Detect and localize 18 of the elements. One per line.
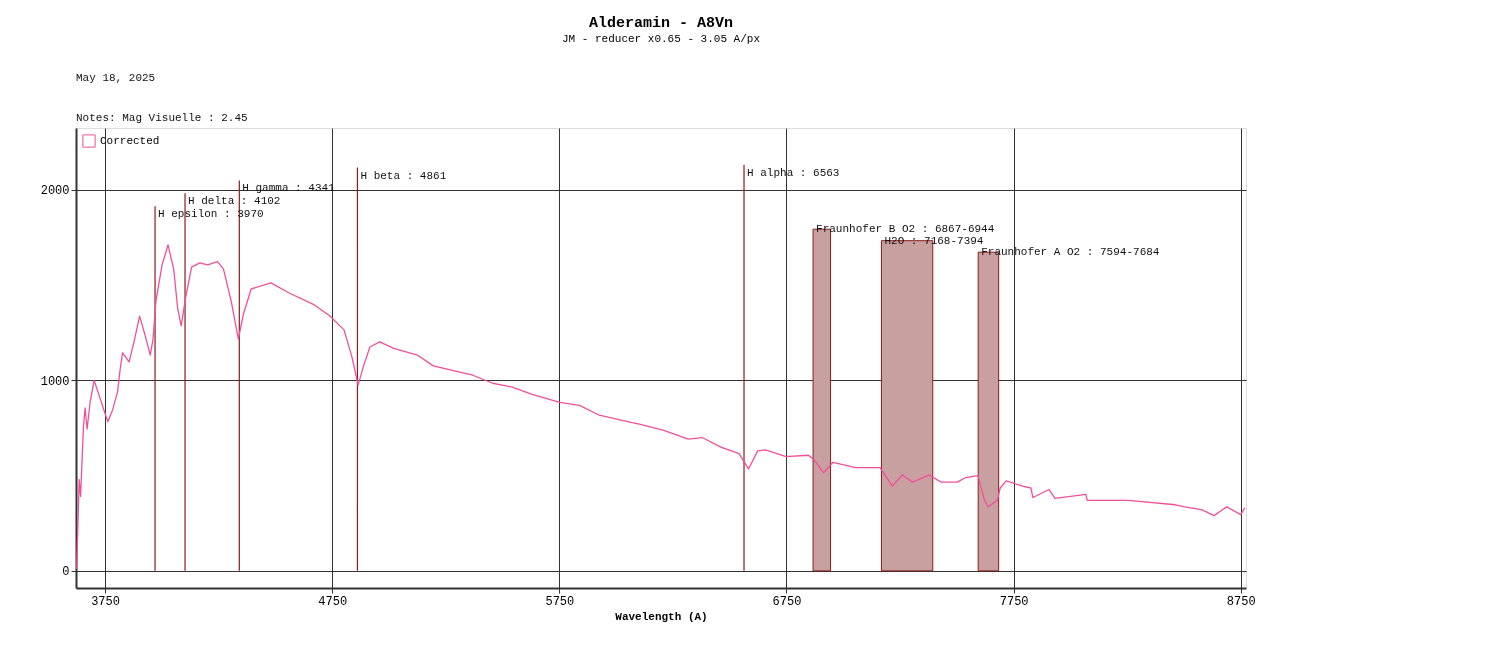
x-tick-label: 7750: [999, 594, 1029, 609]
chart-subtitle: JM - reducer x0.65 - 3.05 A/px: [561, 33, 761, 45]
x-tick-label: 4750: [318, 594, 348, 609]
band-label: Fraunhofer B O2 : 6867-6944: [816, 223, 995, 236]
ref-line-label: H delta : 4102: [188, 195, 281, 208]
text: Notes: Mag Visuelle : 2.45: [76, 112, 248, 124]
x-axis-title: Wavelength (A): [615, 610, 708, 623]
text: May 18, 2025: [76, 72, 156, 84]
x-tick-label: 8750: [1226, 594, 1256, 609]
y-tick-label: 0: [62, 565, 70, 580]
x-tick-label: 3750: [91, 594, 120, 609]
x-tick-label: 5750: [545, 594, 575, 609]
y-tick-label: 2000: [40, 184, 70, 199]
y-tick-label: 1000: [40, 374, 70, 389]
x-tick-label: 6750: [772, 594, 802, 609]
band-label: H2O : 7168-7394: [884, 234, 984, 247]
chart-title: Alderamin - A8Vn: [588, 15, 734, 32]
ref-line-label: H beta : 4861: [360, 169, 447, 182]
